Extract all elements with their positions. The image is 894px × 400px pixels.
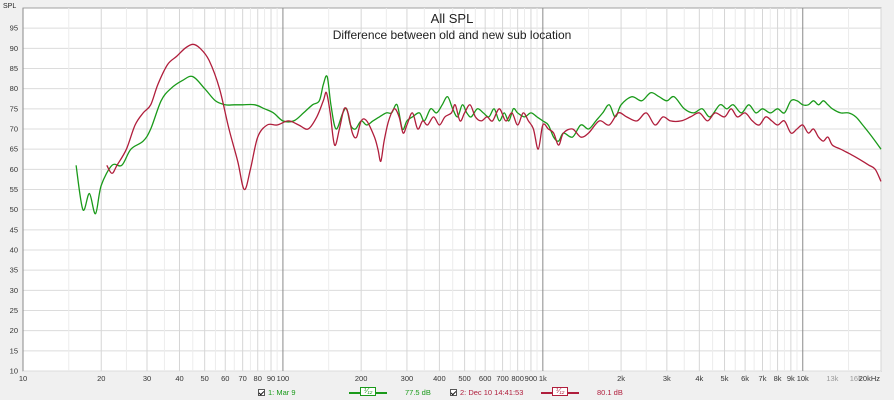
x-tick-label: 300 <box>401 374 414 383</box>
x-tick-label: 10k <box>797 374 809 383</box>
y-tick-label: 20 <box>10 326 18 335</box>
y-tick-label: 65 <box>10 145 18 154</box>
y-tick-label: 35 <box>10 266 18 275</box>
x-tick-label: 500 <box>458 374 471 383</box>
x-tick-label: 900 <box>525 374 538 383</box>
x-tick-label: 600 <box>479 374 492 383</box>
y-tick-label: 45 <box>10 225 18 234</box>
chart-subtitle: Difference between old and new sub locat… <box>333 28 572 42</box>
x-tick-label: 30 <box>143 374 151 383</box>
checkbox-series-2[interactable] <box>450 388 457 396</box>
checkbox-series-1[interactable] <box>258 388 265 396</box>
horizontal-gridlines <box>23 27 881 372</box>
y-tick-label: 10 <box>10 367 18 376</box>
y-tick-label: 60 <box>10 165 18 174</box>
x-tick-label: 70 <box>238 374 246 383</box>
y-tick-label: 25 <box>10 306 18 315</box>
y-tick-label: 90 <box>10 44 18 53</box>
x-tick-label: 60 <box>221 374 229 383</box>
x-tick-label: 1k <box>539 374 547 383</box>
x-tick-label: 5k <box>721 374 729 383</box>
y-tick-label: 80 <box>10 84 18 93</box>
x-tick-label: 16k <box>850 374 862 383</box>
x-tick-label: 13k <box>826 374 838 383</box>
y-tick-labels: 10 15 20 25 30 35 40 45 50 55 60 65 70 75 80 85 90 95 <box>10 24 18 376</box>
x-tick-label: 700 <box>496 374 509 383</box>
x-tick-label: 100 <box>277 374 290 383</box>
x-tick-label: 20 <box>97 374 105 383</box>
legend: 1: Mar 9 ⅟₁₂ 77.5 dB 2: Dec 10 14:41:53 … <box>0 385 894 399</box>
x-tick-label: 6k <box>741 374 749 383</box>
y-tick-label: 15 <box>10 346 18 355</box>
y-tick-label: 30 <box>10 286 18 295</box>
vertical-gridlines <box>22 8 882 371</box>
x-tick-label: 2k <box>617 374 625 383</box>
x-tick-label: 50 <box>201 374 209 383</box>
legend-series-2-value: 80.1 dB <box>597 387 623 397</box>
legend-series-1-value: 77.5 dB <box>405 387 431 397</box>
legend-series-2-name: 2: Dec 10 14:41:53 <box>460 387 524 397</box>
legend-item-series-1[interactable]: 1: Mar 9 <box>258 385 296 399</box>
y-axis-label: SPL <box>3 3 16 10</box>
x-tick-label: 800 <box>511 374 524 383</box>
x-tick-label: 80 <box>254 374 262 383</box>
y-tick-label: 95 <box>10 24 18 33</box>
x-tick-label: 3k <box>663 374 671 383</box>
y-tick-label: 85 <box>10 64 18 73</box>
x-tick-labels: 10 20 30 40 50 60 70 80 90 100 200 300 400 500 600 700 8… <box>19 374 880 383</box>
chart-title: All SPL <box>431 11 474 26</box>
legend-item-series-2[interactable]: 2: Dec 10 14:41:53 <box>450 385 523 399</box>
legend-smoothing-series-1[interactable]: ⅟₁₂ <box>349 385 387 399</box>
y-tick-label: 50 <box>10 205 18 214</box>
x-tick-label: 40 <box>175 374 183 383</box>
x-tick-label: 9k <box>787 374 795 383</box>
legend-smoothing-series-2[interactable]: ⅟₁₂ <box>541 385 579 399</box>
x-tick-label: 7k <box>759 374 767 383</box>
legend-value-series-1: 77.5 dB <box>405 385 431 399</box>
legend-series-1-name: 1: Mar 9 <box>268 387 296 397</box>
x-tick-label: 8k <box>774 374 782 383</box>
x-tick-label: 4k <box>695 374 703 383</box>
y-tick-label: 55 <box>10 185 18 194</box>
x-tick-label: 400 <box>433 374 446 383</box>
y-tick-label: 40 <box>10 246 18 255</box>
smoothing-icon[interactable]: ⅟₁₂ <box>541 386 579 398</box>
y-tick-label: 75 <box>10 104 18 113</box>
series-line-1 <box>75 75 882 215</box>
y-tick-label: 70 <box>10 125 18 134</box>
x-tick-label: 90 <box>267 374 275 383</box>
smoothing-icon[interactable]: ⅟₁₂ <box>349 386 387 398</box>
series-line-2 <box>106 43 882 191</box>
x-tick-label: 200 <box>355 374 368 383</box>
series-lines <box>75 43 882 215</box>
x-tick-label: 20kHz <box>859 374 881 383</box>
legend-value-series-2: 80.1 dB <box>597 385 623 399</box>
x-tick-label: 10 <box>19 374 27 383</box>
